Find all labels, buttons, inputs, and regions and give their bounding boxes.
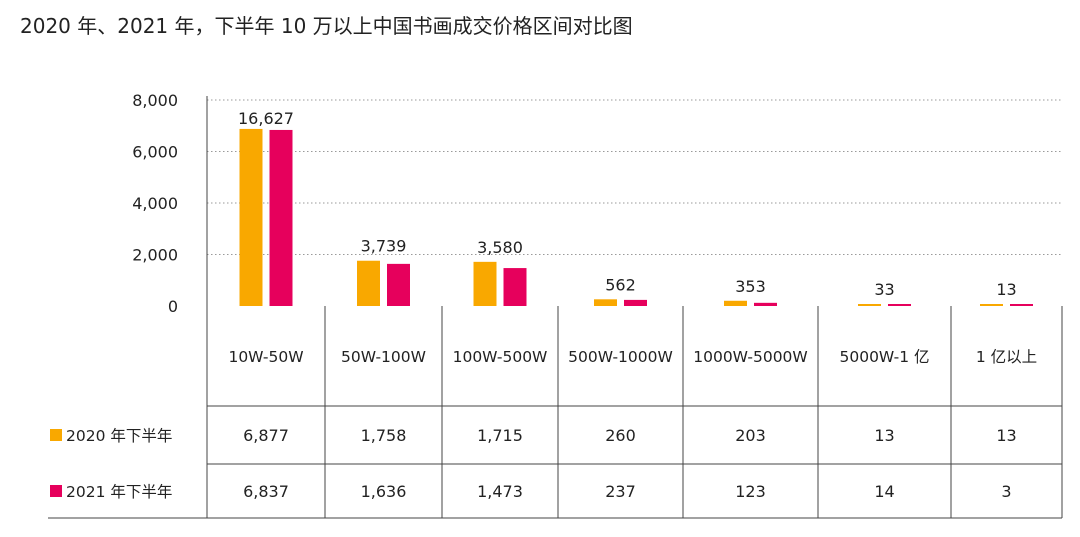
table-cell-value: 14 (874, 482, 894, 501)
category-label: 1000W-5000W (693, 348, 808, 366)
total-label: 33 (874, 280, 894, 299)
total-label: 3,580 (477, 238, 523, 257)
bar-2021 (503, 268, 527, 306)
legend-swatch-2020 (50, 429, 62, 441)
total-label: 562 (605, 275, 636, 294)
table-cell-value: 3 (1001, 482, 1011, 501)
table-cell-value: 1,715 (477, 426, 523, 445)
bar-2020 (473, 261, 497, 306)
table-cell-value: 6,877 (243, 426, 289, 445)
legend-label: 2020 年下半年 (66, 427, 172, 445)
bar-2021 (624, 299, 647, 306)
category-label: 100W-500W (453, 348, 548, 366)
category-label: 500W-1000W (568, 348, 673, 366)
chart-title: 2020 年、2021 年，下半年 10 万以上中国书画成交价格区间对比图 (20, 14, 633, 38)
y-tick-label: 2,000 (132, 246, 178, 265)
table-cell-value: 1,473 (477, 482, 523, 501)
table-cell-value: 13 (996, 426, 1016, 445)
total-label: 353 (735, 277, 766, 296)
table-cell-value: 123 (735, 482, 766, 501)
table-cell-value: 13 (874, 426, 894, 445)
total-label: 16,627 (238, 109, 294, 128)
bar-2021 (754, 302, 777, 306)
bar-2021 (888, 304, 911, 306)
category-label: 5000W-1 亿 (839, 348, 929, 366)
y-tick-label: 4,000 (132, 194, 178, 213)
y-tick-label: 8,000 (132, 91, 178, 110)
bar-2021 (387, 263, 410, 306)
table-cell-value: 6,837 (243, 482, 289, 501)
total-label: 3,739 (361, 237, 407, 256)
y-tick-label: 6,000 (132, 143, 178, 162)
table-cell-value: 1,758 (361, 426, 407, 445)
y-tick-label: 0 (168, 297, 178, 316)
bar-2020 (980, 304, 1003, 306)
table-cell-value: 203 (735, 426, 766, 445)
total-label: 13 (996, 280, 1016, 299)
bar-2021 (1010, 304, 1033, 306)
bar-2020 (724, 300, 747, 306)
category-label: 1 亿以上 (976, 348, 1037, 366)
bar-2020 (858, 304, 881, 306)
table-cell-value: 260 (605, 426, 636, 445)
bar-2020 (357, 260, 380, 306)
category-label: 50W-100W (341, 348, 426, 366)
category-label: 10W-50W (228, 348, 303, 366)
table-cell-value: 237 (605, 482, 636, 501)
bar-2020 (239, 128, 263, 306)
bar-2020 (594, 299, 617, 306)
legend-label: 2021 年下半年 (66, 483, 172, 501)
bar-2021 (269, 129, 293, 306)
legend-swatch-2021 (50, 485, 62, 497)
table-cell-value: 1,636 (361, 482, 407, 501)
